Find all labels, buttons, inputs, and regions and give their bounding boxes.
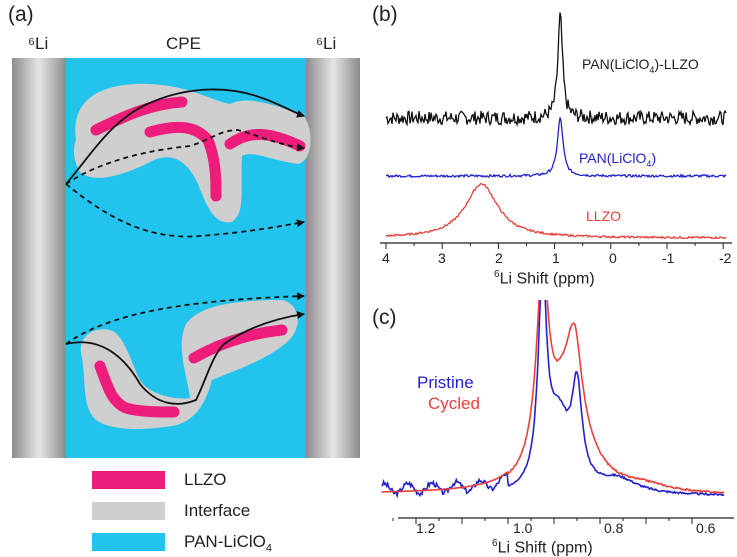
legend-swatch-llzo — [92, 471, 165, 489]
x-axis-title-c: 6Li Shift (ppm) — [492, 538, 593, 557]
left-electrode-label: ⁶Li — [28, 34, 49, 53]
trace-label-pan: PAN(LiClO4) — [579, 150, 657, 169]
nmr-spectra-b — [380, 12, 732, 249]
tick-label-b: -1 — [662, 250, 675, 266]
upper-path-solid — [65, 88, 305, 185]
tick-label-c: 0.8 — [604, 520, 624, 536]
trace-pan — [385, 117, 727, 179]
panel-c-label: (c) — [372, 306, 397, 329]
trace-pan-llzo — [385, 12, 727, 128]
trace-label-llzo: LLZO — [586, 208, 622, 224]
legend-swatch-pan — [92, 533, 165, 551]
right-electrode-label: ⁶Li — [316, 34, 337, 53]
tick-label-b: -2 — [719, 250, 732, 266]
tick-label-c: 1.0 — [513, 520, 533, 536]
trace-pristine — [381, 300, 725, 499]
right-electrode — [306, 58, 360, 458]
legend-label-cycled: Cycled — [428, 394, 480, 413]
trace-label-pan-llzo: PAN(LiClO4)-LLZO — [582, 56, 699, 75]
nmr-spectra-c — [381, 300, 734, 524]
tick-label-b: 2 — [495, 250, 503, 266]
upper-path-dashed — [65, 129, 305, 185]
tick-label-b: 3 — [438, 250, 446, 266]
tick-label-c: 0.6 — [696, 520, 716, 536]
upper-path-bypass — [65, 183, 305, 238]
cpe-schematic — [12, 58, 360, 458]
tick-label-b: 1 — [552, 250, 560, 266]
legend-swatch-interface — [92, 502, 165, 520]
legend-label-interface: Interface — [184, 501, 251, 520]
panel-b-label: (b) — [372, 3, 398, 26]
trace-cycled — [381, 300, 725, 495]
x-axis-title-b: 6Li Shift (ppm) — [494, 269, 595, 288]
cpe-label: CPE — [166, 34, 201, 53]
tick-label-b: 0 — [609, 250, 617, 266]
lower-path-dashed — [65, 292, 305, 345]
x-tick-labels-b: 4 3 2 1 0 -1 -2 — [382, 250, 737, 268]
legend-label-pan: PAN-LiClO4 — [184, 532, 272, 555]
trace-llzo — [385, 182, 727, 240]
legend-label-pristine: Pristine — [417, 373, 474, 392]
legend-label-llzo: LLZO — [184, 470, 227, 489]
panel-a-label: (a) — [8, 3, 34, 26]
lower-path-solid — [65, 311, 305, 405]
left-electrode — [12, 58, 66, 458]
llzo-particles — [90, 96, 306, 418]
tick-label-c: 1.2 — [416, 520, 436, 536]
x-tick-labels-c: 1.2 1.0 0.8 0.6 — [380, 520, 737, 538]
tick-label-b: 4 — [382, 250, 390, 266]
